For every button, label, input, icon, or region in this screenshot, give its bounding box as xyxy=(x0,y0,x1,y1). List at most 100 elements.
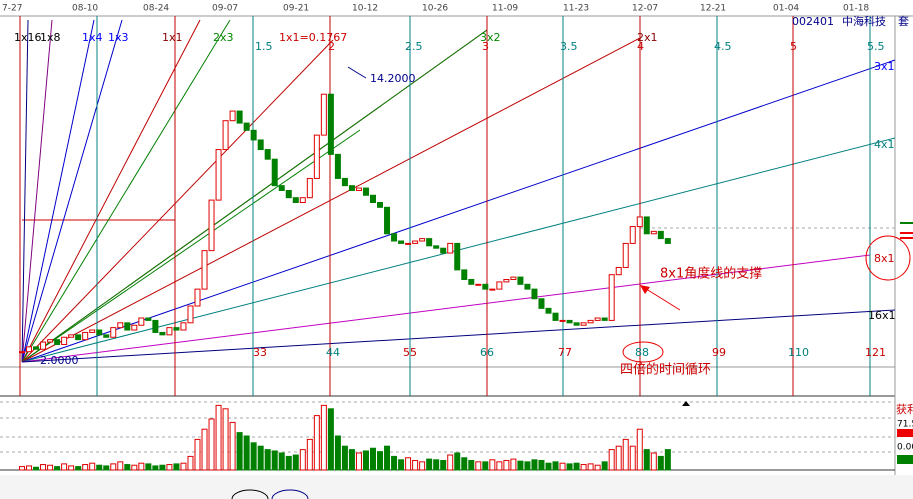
candle xyxy=(334,153,341,179)
volume-bar xyxy=(271,450,278,471)
cycle-label: 110 xyxy=(788,346,809,359)
date-label: 10-12 xyxy=(352,4,378,14)
volume-bar xyxy=(215,404,222,471)
candle xyxy=(601,317,608,321)
volume-bar xyxy=(573,462,580,471)
candle xyxy=(166,327,173,336)
volume-bar xyxy=(440,459,447,471)
volume-bar xyxy=(503,459,510,471)
candle xyxy=(187,305,194,324)
volume-bar xyxy=(82,464,89,471)
volume-bar xyxy=(559,462,566,471)
fan-line xyxy=(21,19,231,363)
volume-bar xyxy=(657,455,664,471)
volume-bar xyxy=(89,462,96,471)
candle xyxy=(566,319,573,324)
volume-bar xyxy=(475,461,482,471)
candle xyxy=(194,288,201,307)
date-label: 10-26 xyxy=(422,4,448,14)
candle xyxy=(257,139,264,151)
volume-bar xyxy=(278,452,285,471)
volume-bar xyxy=(461,457,468,471)
cycle-circle xyxy=(622,341,664,363)
volume-bar xyxy=(208,418,215,471)
volume-bar xyxy=(33,466,40,471)
volume-bar xyxy=(334,435,341,471)
candle xyxy=(664,238,671,244)
candle xyxy=(412,240,419,244)
volume-bar xyxy=(650,452,657,471)
candle xyxy=(510,276,517,280)
cycle-label: 88 xyxy=(635,346,649,359)
volume-bar xyxy=(117,461,124,471)
volume-bar xyxy=(524,461,531,471)
volume-bar xyxy=(131,464,138,471)
fan-label: 1x3 xyxy=(108,31,129,44)
candle xyxy=(201,250,208,290)
candle xyxy=(103,334,110,338)
volume-bar xyxy=(384,445,391,471)
volume-bar xyxy=(75,466,82,471)
candle xyxy=(54,339,61,345)
low-label: 2.0000 xyxy=(40,354,79,367)
volume-bar xyxy=(355,452,362,471)
candle xyxy=(152,319,159,333)
volume-bar xyxy=(166,464,173,471)
volume-bar xyxy=(236,432,243,471)
fan-label: 2x1 xyxy=(637,31,658,44)
candle xyxy=(285,189,292,199)
candles xyxy=(19,93,671,471)
candle xyxy=(461,269,468,280)
candle xyxy=(313,134,320,179)
candle xyxy=(243,122,250,131)
fan-label: 3x1 xyxy=(874,60,895,73)
annotation: 四倍的时间循环 xyxy=(620,362,711,378)
volume-bar xyxy=(545,462,552,471)
volume-bar xyxy=(103,465,110,471)
arrow-head xyxy=(640,285,650,294)
candle xyxy=(482,283,489,290)
volume-bar xyxy=(629,445,636,471)
fan-label: 1x8 xyxy=(40,31,61,44)
volume-bar xyxy=(285,455,292,471)
candle xyxy=(341,177,348,187)
marker xyxy=(682,401,690,406)
candle xyxy=(26,346,33,353)
date-label: 09-07 xyxy=(212,4,238,14)
cycle-label: 77 xyxy=(558,346,572,359)
fan-line xyxy=(21,19,123,363)
fan-line xyxy=(21,254,871,363)
volume-bar xyxy=(110,463,117,471)
candle xyxy=(33,346,40,350)
volume-bar xyxy=(362,450,369,471)
ratio-label: 4.5 xyxy=(714,40,732,53)
date-label: 01-04 xyxy=(773,4,799,14)
volume-bar xyxy=(96,464,103,471)
stock-code: 002401 xyxy=(792,15,834,28)
volume-bar xyxy=(538,459,545,471)
ratio-label: 4 xyxy=(637,40,644,53)
volume-bar xyxy=(138,462,145,471)
fan-line xyxy=(21,19,29,363)
candle xyxy=(320,93,327,136)
volume-bar xyxy=(608,449,615,471)
candle xyxy=(573,322,580,326)
edge-ticks xyxy=(900,222,913,239)
candle xyxy=(405,242,412,245)
footer-circle xyxy=(271,489,309,499)
fan-label: 16x1 xyxy=(868,309,896,322)
candle xyxy=(419,238,426,242)
fan-label: 4x1 xyxy=(874,138,895,151)
volume-bar xyxy=(54,466,61,471)
candle xyxy=(348,185,355,191)
candle xyxy=(75,334,82,341)
volume-bar xyxy=(636,428,643,471)
candle xyxy=(433,245,440,249)
volume-bar xyxy=(391,455,398,471)
candle xyxy=(68,334,75,338)
candle xyxy=(489,288,496,291)
volume-bar xyxy=(264,449,271,471)
volume-bar xyxy=(377,451,384,471)
fan-label: 1x1=0.1767 xyxy=(279,31,347,44)
